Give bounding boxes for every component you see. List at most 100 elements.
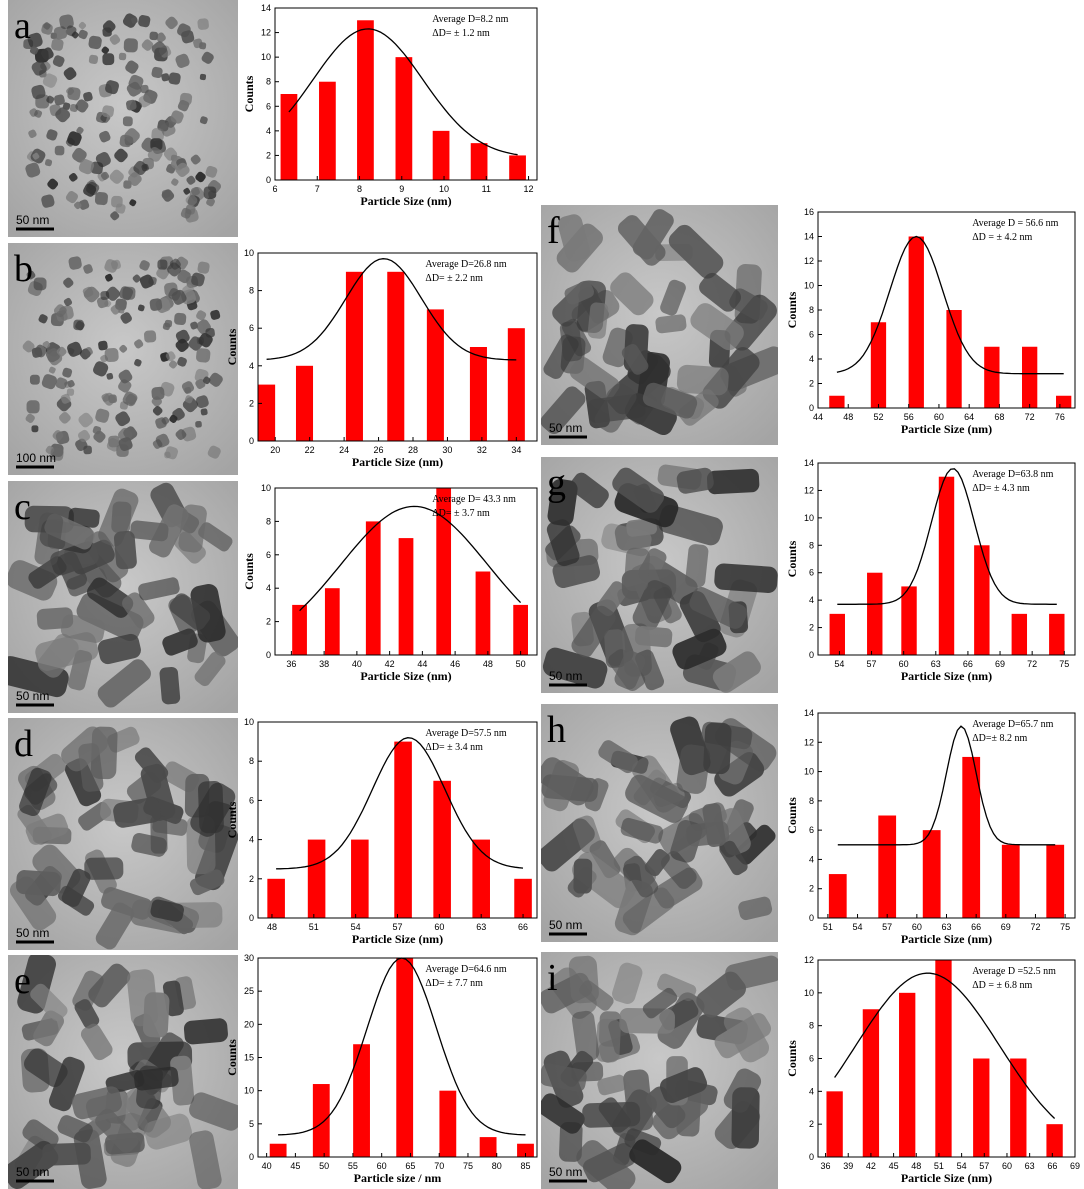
y-tick-label: 4 <box>809 854 814 864</box>
y-tick-label: 0 <box>249 1152 254 1162</box>
y-axis-label: Counts <box>785 540 799 577</box>
x-tick-label: 11 <box>482 184 491 194</box>
x-tick-label: 12 <box>524 184 534 194</box>
particle <box>149 298 163 312</box>
panel-letter: b <box>14 248 33 290</box>
y-tick-label: 10 <box>261 52 271 62</box>
y-tick-label: 6 <box>809 330 814 340</box>
bar <box>396 958 413 1157</box>
tem-image <box>0 480 243 713</box>
annotation: ΔD= ± 7.7 nm <box>425 978 483 989</box>
particle <box>143 992 170 1038</box>
y-tick-label: 8 <box>809 540 814 550</box>
y-tick-label: 12 <box>804 737 814 747</box>
annotation: ΔD = ± 4.2 nm <box>972 232 1032 243</box>
y-tick-label: 6 <box>809 1054 814 1064</box>
x-axis-label: Particle Size (nm) <box>901 1171 992 1185</box>
x-tick-label: 52 <box>873 412 883 422</box>
x-axis-label: Particle Size (nm) <box>352 932 443 946</box>
tem-image <box>7 718 241 952</box>
y-axis-label: Counts <box>242 75 256 112</box>
particle <box>98 340 108 350</box>
tem-image <box>537 205 789 445</box>
y-tick-label: 6 <box>249 795 254 805</box>
x-tick-label: 69 <box>1070 1161 1080 1171</box>
bar <box>867 573 882 655</box>
y-tick-label: 14 <box>804 708 814 718</box>
y-axis-label: Counts <box>225 328 239 365</box>
x-tick-label: 50 <box>319 1161 329 1171</box>
particle <box>595 1018 621 1062</box>
particle <box>587 302 609 340</box>
x-tick-label: 72 <box>1030 922 1040 932</box>
y-tick-label: 0 <box>809 1152 814 1162</box>
bar <box>399 538 414 655</box>
bar <box>480 1137 497 1157</box>
y-axis-label: Counts <box>225 801 239 838</box>
scale-bar-label: 50 nm <box>549 669 582 683</box>
annotation: ΔD= ± 4.3 nm <box>972 483 1030 494</box>
x-tick-label: 44 <box>417 659 427 669</box>
x-tick-label: 80 <box>492 1161 502 1171</box>
bar <box>1046 845 1064 918</box>
y-tick-label: 0 <box>809 913 814 923</box>
particle <box>157 259 167 269</box>
bar <box>826 1091 842 1157</box>
particle <box>42 1142 91 1165</box>
x-tick-label: 70 <box>434 1161 444 1171</box>
particle <box>119 53 127 61</box>
y-axis-label: Counts <box>242 553 256 590</box>
tem-image <box>541 457 779 696</box>
y-tick-label: 6 <box>809 825 814 835</box>
x-tick-label: 60 <box>1002 1161 1012 1171</box>
bar <box>1049 614 1064 655</box>
annotation: Average D= 43.3 nm <box>432 494 516 505</box>
x-tick-label: 44 <box>813 412 823 422</box>
y-tick-label: 10 <box>261 483 271 493</box>
x-tick-label: 75 <box>1059 659 1069 669</box>
y-tick-label: 4 <box>249 361 254 371</box>
bar <box>308 840 326 918</box>
x-tick-label: 50 <box>516 659 526 669</box>
panel-letter: h <box>547 709 566 751</box>
y-tick-label: 15 <box>244 1053 254 1063</box>
x-axis-label: Particle Size (nm) <box>360 194 451 208</box>
bar <box>387 272 404 441</box>
particle <box>707 468 760 494</box>
y-tick-label: 2 <box>809 379 814 389</box>
particle <box>144 330 157 343</box>
y-tick-label: 14 <box>804 458 814 468</box>
particle <box>140 85 149 94</box>
bar <box>1056 396 1071 408</box>
y-tick-label: 4 <box>809 595 814 605</box>
bar <box>351 840 369 918</box>
y-tick-label: 5 <box>249 1119 254 1129</box>
x-tick-label: 66 <box>518 922 528 932</box>
y-tick-label: 0 <box>266 175 271 185</box>
bar <box>1002 845 1020 918</box>
annotation: ΔD = ± 6.8 nm <box>972 980 1032 991</box>
x-tick-label: 63 <box>941 922 951 932</box>
annotation: ΔD= ± 3.7 nm <box>432 508 490 519</box>
bar <box>325 588 340 655</box>
x-tick-label: 64 <box>964 412 974 422</box>
bar <box>313 1084 330 1157</box>
x-tick-label: 63 <box>476 922 486 932</box>
particle <box>30 375 40 385</box>
x-tick-label: 51 <box>823 922 833 932</box>
bar <box>270 1144 287 1157</box>
x-tick-label: 36 <box>286 659 296 669</box>
x-tick-label: 54 <box>351 922 361 932</box>
y-tick-label: 10 <box>244 248 254 258</box>
particle <box>573 858 592 893</box>
particle <box>123 116 133 126</box>
bar <box>901 586 916 655</box>
bar <box>292 605 307 655</box>
particle <box>703 722 732 775</box>
x-tick-label: 48 <box>483 659 493 669</box>
bar <box>396 57 413 180</box>
y-tick-label: 8 <box>266 516 271 526</box>
tem-image <box>8 243 238 475</box>
bar <box>439 1091 456 1157</box>
bar <box>1022 347 1037 408</box>
